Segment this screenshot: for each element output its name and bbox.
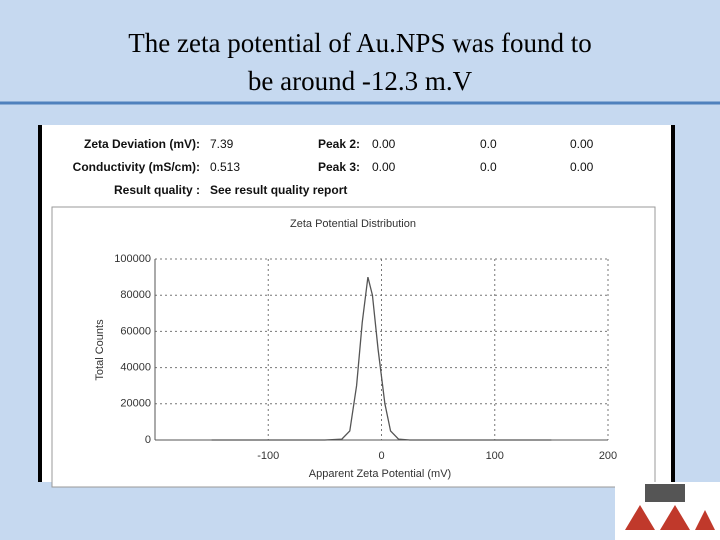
y-tick-label: 20000 bbox=[120, 398, 151, 410]
y-axis-label: Total Counts bbox=[94, 319, 106, 381]
info-cell: 7.39 bbox=[210, 137, 234, 151]
chart-panel bbox=[51, 206, 656, 488]
y-tick-label: 80000 bbox=[120, 289, 151, 301]
info-cell: 0.00 bbox=[372, 137, 396, 151]
x-tick-label: 0 bbox=[378, 450, 384, 462]
info-cell: 0.0 bbox=[480, 137, 497, 151]
info-cell: 0.513 bbox=[210, 160, 240, 174]
info-cell: Peak 2: bbox=[318, 137, 360, 151]
y-tick-label: 40000 bbox=[120, 362, 151, 374]
info-cell: 0.00 bbox=[570, 137, 594, 151]
info-cell: 0.0 bbox=[480, 160, 497, 174]
info-cell: See result quality report bbox=[210, 183, 347, 197]
x-tick-label: 200 bbox=[599, 450, 617, 462]
x-tick-label: 100 bbox=[486, 450, 504, 462]
y-tick-label: 0 bbox=[145, 434, 151, 446]
x-axis-label: Apparent Zeta Potential (mV) bbox=[309, 468, 451, 480]
info-cell: 0.00 bbox=[372, 160, 396, 174]
title-line: be around -12.3 m.V bbox=[248, 66, 473, 96]
info-cell: Peak 3: bbox=[318, 160, 360, 174]
y-tick-label: 60000 bbox=[120, 325, 151, 337]
chart-title: Zeta Potential Distribution bbox=[290, 218, 416, 230]
border bbox=[671, 125, 675, 482]
slide-title: The zeta potential of Au.NPS was found t… bbox=[128, 28, 591, 96]
info-cell: Zeta Deviation (mV): bbox=[84, 137, 200, 151]
x-tick-label: -100 bbox=[257, 450, 279, 462]
y-tick-label: 100000 bbox=[114, 253, 151, 265]
info-cell: Result quality : bbox=[114, 183, 200, 197]
data-line bbox=[211, 276, 552, 441]
border bbox=[38, 125, 42, 482]
logo bbox=[615, 482, 720, 540]
title-line: The zeta potential of Au.NPS was found t… bbox=[128, 28, 591, 58]
info-cell: 0.00 bbox=[570, 160, 594, 174]
info-cell: Conductivity (mS/cm): bbox=[73, 160, 200, 174]
